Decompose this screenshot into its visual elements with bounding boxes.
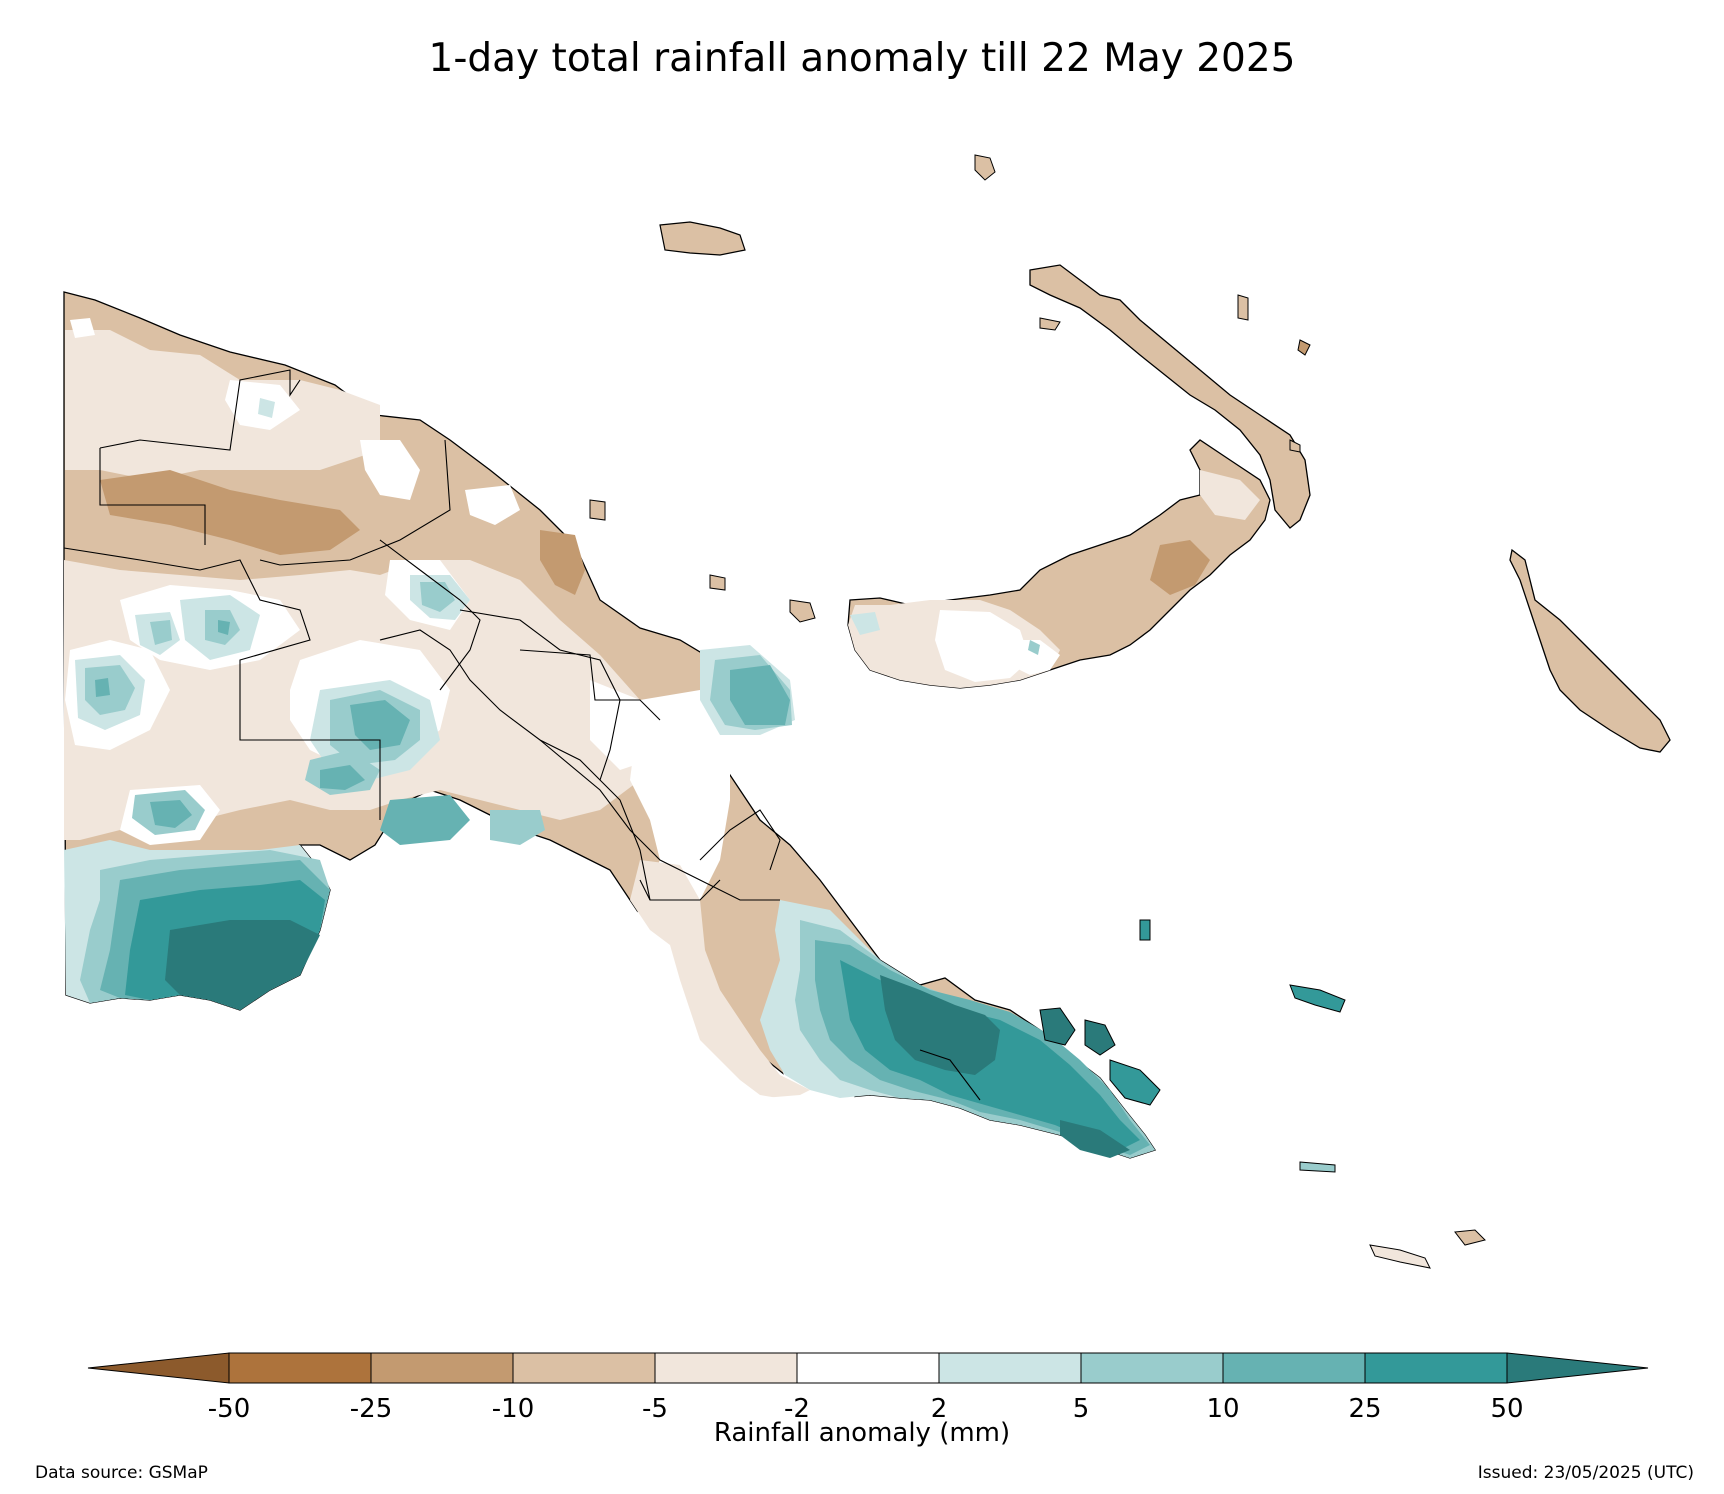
colorbar-tick-label: 5 — [1072, 1394, 1090, 1424]
colorbar-tick-label: -25 — [349, 1394, 393, 1424]
colorbar-tick-label: 2 — [930, 1394, 948, 1424]
colorbar-tick-label: -2 — [784, 1394, 810, 1424]
colorbar-bin — [1222, 1352, 1366, 1384]
colorbar-tick-label: -5 — [642, 1394, 668, 1424]
colorbar-extend-high — [1506, 1352, 1649, 1384]
colorbar-bin — [654, 1352, 798, 1384]
colorbar-bin — [796, 1352, 940, 1384]
colorbar-bin — [1080, 1352, 1224, 1384]
bougainville — [1509, 548, 1671, 753]
colorbar-bin — [228, 1352, 372, 1384]
islands-north — [589, 154, 1311, 623]
colorbar-bin — [1364, 1352, 1508, 1384]
new-britain — [847, 439, 1271, 689]
colorbar-tick-label: -50 — [207, 1394, 251, 1424]
islands-southeast — [1039, 919, 1486, 1269]
colorbar-bin — [512, 1352, 656, 1384]
colorbar-title: Rainfall anomaly (mm) — [713, 1418, 1011, 1448]
map-title: 1-day total rainfall anomaly till 22 May… — [428, 36, 1296, 81]
colorbar-extend-low — [87, 1352, 230, 1384]
issued-date: Issued: 23/05/2025 (UTC) — [1477, 1463, 1694, 1483]
mainland-png — [63, 291, 1157, 1159]
new-ireland — [1029, 264, 1311, 529]
data-source: Data source: GSMaP — [35, 1463, 208, 1483]
colorbar-tick-label: 10 — [1206, 1394, 1240, 1424]
colorbar-tick-label: 50 — [1490, 1394, 1524, 1424]
colorbar-tick-label: -10 — [491, 1394, 535, 1424]
colorbar — [87, 1352, 1649, 1384]
colorbar-tick-label: 25 — [1348, 1394, 1382, 1424]
colorbar-bin — [938, 1352, 1082, 1384]
colorbar-bin — [370, 1352, 514, 1384]
